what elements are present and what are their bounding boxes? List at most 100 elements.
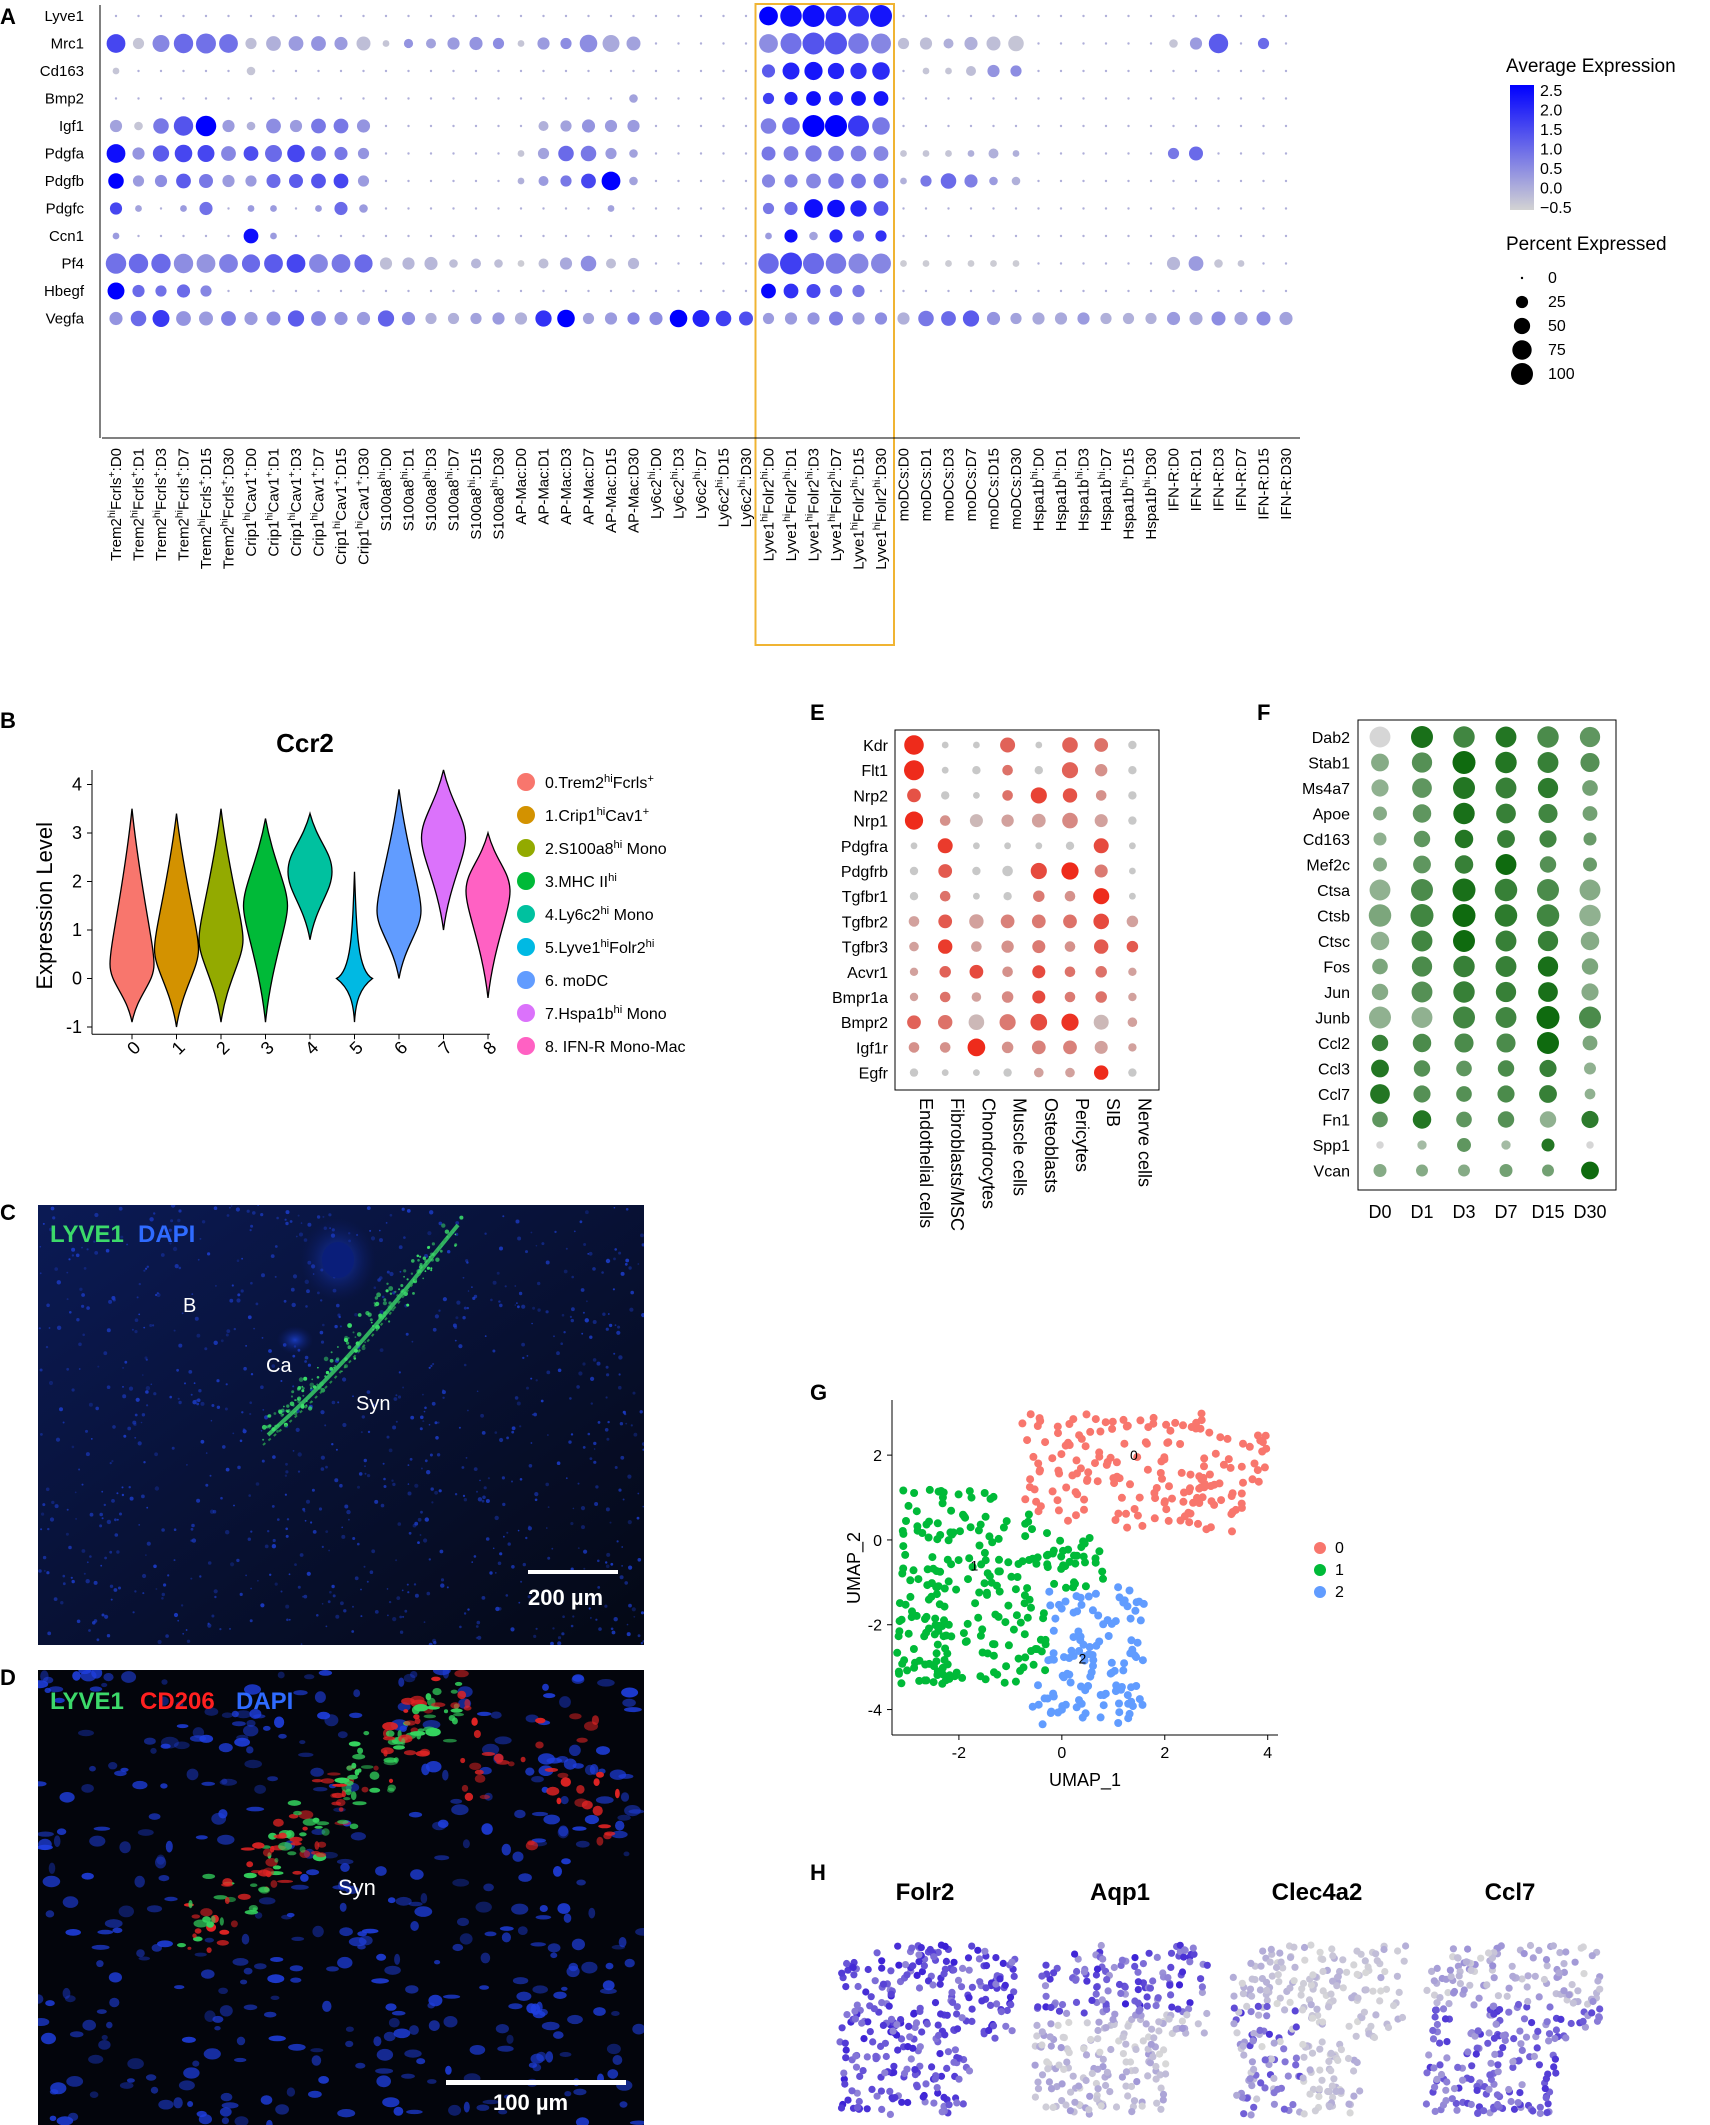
- nucleus-dot: [382, 1462, 385, 1465]
- nucleus-dot: [374, 1610, 379, 1614]
- cd206-dot: [535, 1741, 544, 1749]
- cell-point: [995, 1555, 1003, 1564]
- nucleus-dot: [155, 1293, 158, 1297]
- nucleus-dot: [501, 1843, 511, 1856]
- nucleus-dot: [366, 1390, 371, 1394]
- nucleus-dot: [502, 1215, 505, 1218]
- cell-point: [991, 2034, 999, 2042]
- dot: [270, 232, 277, 240]
- nucleus-dot: [517, 1529, 520, 1532]
- cell-point: [923, 2020, 931, 2028]
- nucleus-dot: [375, 2068, 394, 2074]
- dot: [1129, 842, 1136, 850]
- nucleus-dot: [613, 1257, 616, 1261]
- nucleus-dot: [260, 1603, 265, 1608]
- gene-label-flt1: Flt1: [861, 763, 888, 780]
- dot: [494, 259, 503, 268]
- cell-point: [1494, 1992, 1502, 2000]
- nucleus-dot: [618, 1385, 622, 1390]
- nucleus-dot: [207, 1623, 212, 1628]
- dot: [311, 36, 326, 51]
- nucleus-dot: [569, 1397, 572, 1400]
- legend-swatch: [517, 806, 535, 824]
- dot: [429, 152, 433, 155]
- nucleus-dot: [560, 1796, 569, 1805]
- dot: [1537, 726, 1559, 748]
- dot: [654, 234, 658, 238]
- dot: [377, 310, 395, 327]
- nucleus-dot: [476, 1620, 481, 1625]
- legend-label: 1.Crip1hiCav1+: [545, 806, 649, 825]
- cell-point: [1248, 1992, 1256, 2000]
- dot: [783, 146, 799, 161]
- cell-point: [913, 1522, 922, 1531]
- cell-point: [940, 1584, 949, 1593]
- nucleus-dot: [95, 1406, 99, 1411]
- nucleus-dot: [343, 1609, 347, 1613]
- cell-point: [1139, 2037, 1147, 2045]
- cell-point: [1071, 2098, 1079, 2106]
- dot: [1149, 179, 1153, 183]
- cell-point: [1571, 1958, 1579, 1966]
- cell-point: [910, 1489, 919, 1497]
- dot: [1122, 312, 1135, 325]
- cell-point: [1579, 2017, 1587, 2025]
- cell-point: [1468, 2062, 1476, 2070]
- nucleus-dot: [295, 1427, 300, 1432]
- nucleus-dot: [428, 1423, 431, 1426]
- nucleus-dot: [164, 1896, 178, 1902]
- cell-point: [1080, 1495, 1089, 1504]
- dot: [947, 234, 950, 238]
- dot: [429, 124, 433, 128]
- nucleus-dot: [630, 1424, 633, 1427]
- cell-point: [974, 1526, 983, 1535]
- nucleus-dot: [592, 1358, 597, 1362]
- nucleus-dot: [497, 1561, 502, 1566]
- dot: [1129, 867, 1136, 875]
- dot: [474, 207, 478, 210]
- dot: [989, 176, 998, 186]
- dot: [1372, 958, 1388, 975]
- dot: [1279, 311, 1293, 326]
- cell-point: [1132, 1653, 1141, 1662]
- nucleus-dot: [351, 1630, 355, 1633]
- dot: [403, 38, 414, 49]
- cell-point: [1177, 1468, 1186, 1477]
- dot: [244, 311, 258, 326]
- nucleus-dot: [141, 1413, 146, 1417]
- nucleus-dot: [408, 1531, 412, 1535]
- nucleus-dot: [531, 1838, 546, 1843]
- nucleus-dot: [180, 1604, 184, 1607]
- nucleus-dot: [361, 1928, 379, 1934]
- dot: [1284, 152, 1288, 155]
- cell-point: [1361, 1957, 1369, 1965]
- stain-dot: [354, 1769, 360, 1776]
- stain-dot: [345, 1788, 352, 1796]
- dot: [609, 97, 613, 100]
- cell-point: [909, 1566, 918, 1575]
- cell-point: [1263, 1996, 1271, 2004]
- cell-point: [1290, 1943, 1298, 1951]
- cell-point: [1263, 2002, 1271, 2011]
- nucleus-dot: [525, 1250, 528, 1254]
- nucleus-dot: [561, 1986, 568, 1991]
- dot: [492, 312, 505, 325]
- cell-point: [1133, 1453, 1142, 1462]
- lyve1-dot: [301, 1385, 304, 1388]
- nucleus-dot: [47, 1527, 50, 1531]
- nucleus-dot: [229, 1206, 231, 1209]
- cell-point: [1115, 1699, 1123, 1708]
- cell-point: [1166, 1981, 1174, 1989]
- cell-point: [958, 2014, 966, 2022]
- stain-dot: [314, 1825, 323, 1829]
- dot: [829, 284, 843, 298]
- stain-dot: [401, 1697, 415, 1705]
- cell-type-label: Muscle cells: [1010, 1098, 1030, 1196]
- cell-point: [1099, 1955, 1107, 1963]
- dot: [973, 892, 980, 900]
- cell-point: [1263, 1986, 1271, 1994]
- cell-point: [928, 2063, 936, 2071]
- column-label: Trem2hiFcrls+:D0: [106, 448, 125, 561]
- nucleus-dot: [271, 1544, 277, 1549]
- nucleus-dot: [135, 1397, 140, 1402]
